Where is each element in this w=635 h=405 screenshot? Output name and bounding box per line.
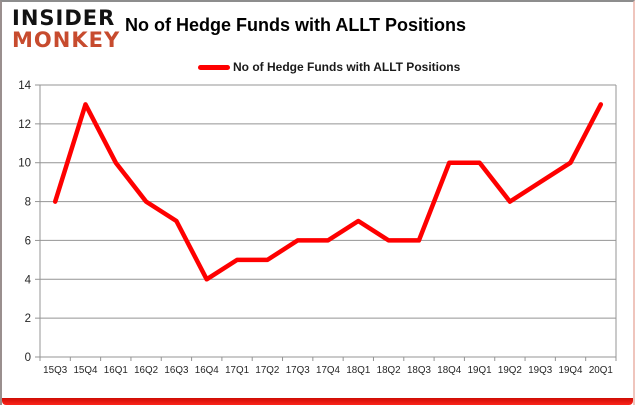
x-tick-label: 18Q1 bbox=[346, 365, 370, 376]
x-tick-label: 19Q4 bbox=[559, 365, 584, 376]
logo-text-monkey: MONKEY bbox=[12, 28, 121, 52]
x-tick-label: 17Q3 bbox=[286, 365, 311, 376]
x-tick-label: 17Q1 bbox=[225, 365, 249, 376]
y-tick-label: 10 bbox=[18, 158, 31, 170]
logo-text-insider: INSIDER bbox=[12, 6, 116, 30]
line-chart: 0 2 4 6 8 10 12 14 15Q3 15Q4 16Q1 16Q2 16Q3 16Q4 17Q1 1… bbox=[18, 80, 617, 376]
legend: No of Hedge Funds with ALLT Positions bbox=[198, 60, 460, 74]
y-tick-label: 0 bbox=[25, 352, 31, 364]
legend-line-marker bbox=[198, 64, 230, 70]
x-tick-label: 20Q1 bbox=[589, 365, 613, 376]
y-tick-label: 14 bbox=[18, 80, 31, 92]
x-tick-label: 16Q1 bbox=[104, 365, 128, 376]
x-tick-label: 15Q3 bbox=[43, 365, 68, 376]
legend-label: No of Hedge Funds with ALLT Positions bbox=[233, 60, 461, 74]
y-tick-label: 2 bbox=[25, 313, 31, 325]
y-tick-label: 8 bbox=[25, 197, 31, 209]
bottom-red-bar bbox=[2, 398, 633, 405]
x-tick-label: 19Q3 bbox=[528, 365, 553, 376]
x-tick-label: 19Q2 bbox=[498, 365, 522, 376]
insider-monkey-logo: INSIDER MONKEY bbox=[12, 8, 120, 51]
y-tick-label: 6 bbox=[25, 235, 31, 247]
x-tick-label: 18Q4 bbox=[437, 365, 462, 376]
x-tick-label: 15Q4 bbox=[73, 365, 98, 376]
x-tick-label: 17Q4 bbox=[316, 365, 341, 376]
x-tick-label: 16Q4 bbox=[195, 365, 220, 376]
data-line-series bbox=[52, 102, 604, 282]
x-tick-label: 16Q2 bbox=[134, 365, 158, 376]
chart-title: No of Hedge Funds with ALLT Positions bbox=[125, 15, 466, 35]
x-tick-label: 17Q2 bbox=[255, 365, 279, 376]
y-tick-label: 12 bbox=[18, 119, 31, 131]
x-tick-label: 18Q3 bbox=[407, 365, 432, 376]
x-tick-label: 19Q1 bbox=[468, 365, 492, 376]
x-tick-label: 18Q2 bbox=[377, 365, 401, 376]
x-tick-label: 16Q3 bbox=[164, 365, 189, 376]
y-tick-label: 4 bbox=[25, 274, 32, 286]
